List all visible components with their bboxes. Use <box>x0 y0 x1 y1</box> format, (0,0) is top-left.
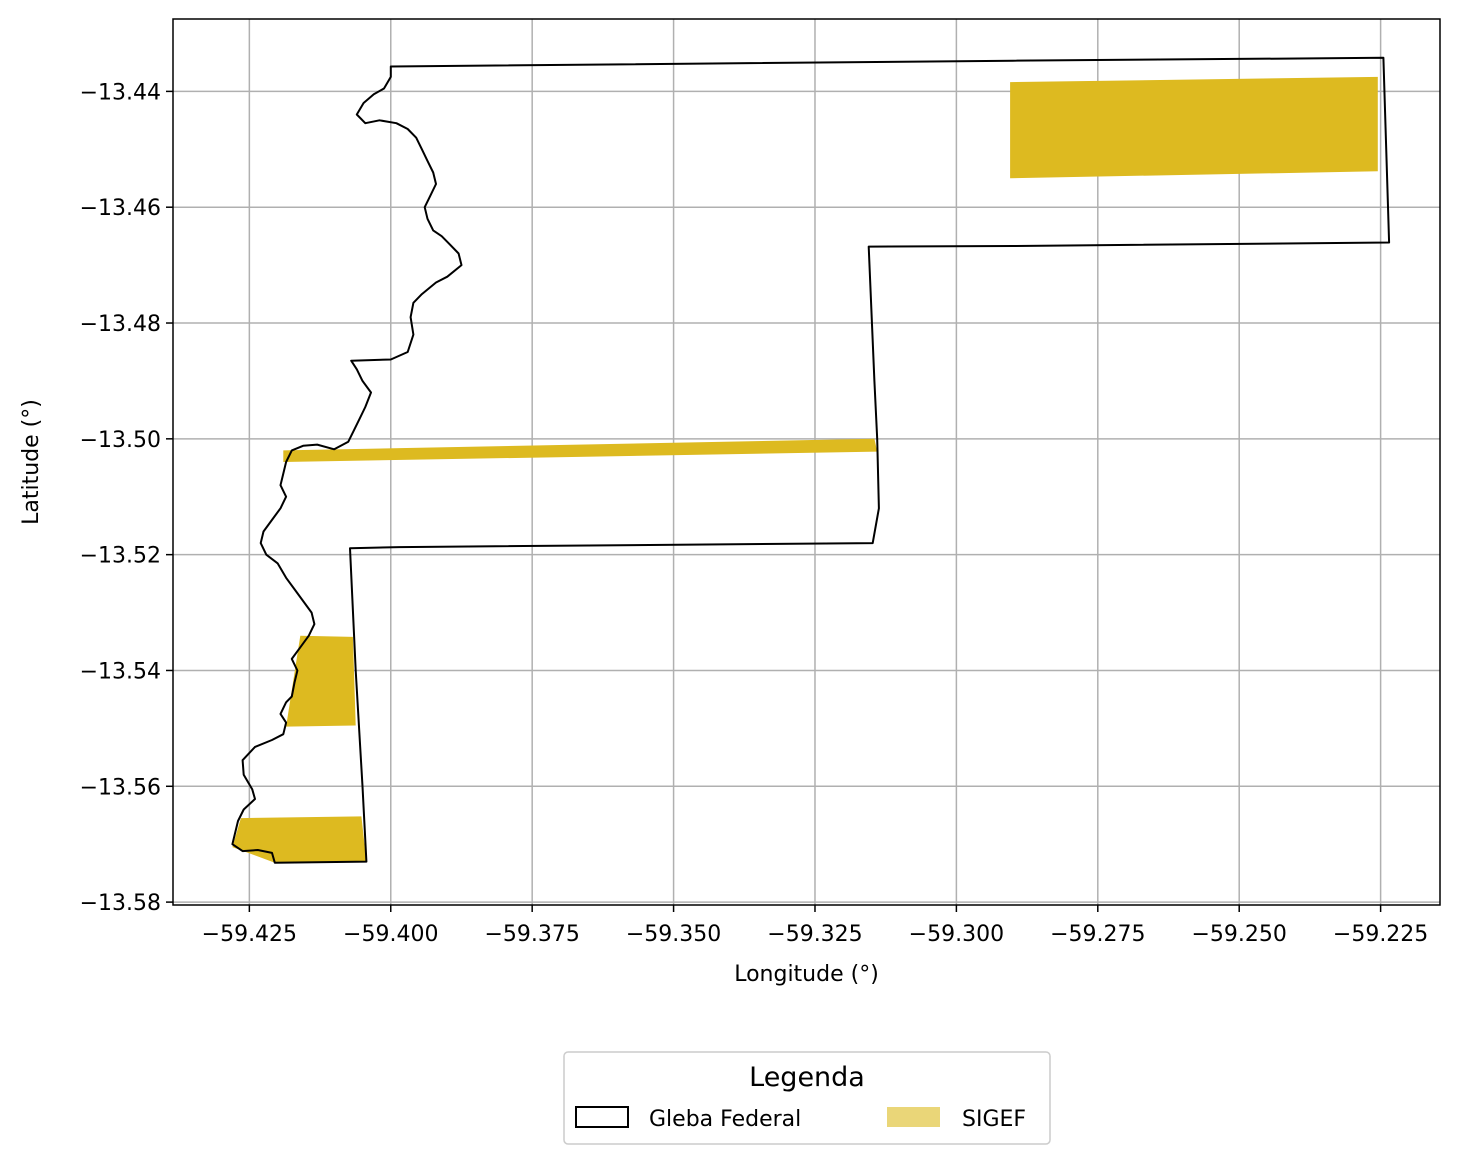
y-tick-label: −13.50 <box>80 428 161 453</box>
y-tick-label: −13.58 <box>80 891 161 916</box>
legend-label-sigef: SIGEF <box>962 1107 1026 1132</box>
sigef-parcel <box>286 635 356 727</box>
y-tick-label: −13.54 <box>80 659 161 684</box>
y-tick-label: −13.56 <box>80 775 161 800</box>
grid-lines <box>173 19 1440 905</box>
y-tick-label: −13.44 <box>80 80 161 105</box>
y-tick-label: −13.52 <box>80 544 161 569</box>
x-tick-label: −59.300 <box>909 922 1004 947</box>
y-tick-label: −13.46 <box>80 196 161 221</box>
axis-ticks: −59.425 −59.400 −59.375 −59.350 −59.325 −59.3… <box>80 80 1429 947</box>
sigef-parcel <box>283 438 878 462</box>
legend-label-gleba-federal: Gleba Federal <box>649 1107 801 1132</box>
x-axis-label: Longitude (°) <box>734 962 879 987</box>
y-tick-label: −13.48 <box>80 312 161 337</box>
x-tick-label: −59.350 <box>626 922 721 947</box>
x-tick-label: −59.400 <box>343 922 438 947</box>
map-layers <box>231 56 1391 864</box>
x-tick-label: −59.325 <box>767 922 862 947</box>
legend: Legenda Gleba Federal SIGEF <box>563 1051 1051 1145</box>
x-tick-label: −59.225 <box>1333 922 1428 947</box>
x-tick-label: −59.375 <box>484 922 579 947</box>
sigef-parcel <box>1010 76 1378 179</box>
legend-title: Legenda <box>749 1062 865 1093</box>
plot-frame <box>172 18 1441 906</box>
x-tick-label: −59.250 <box>1191 922 1286 947</box>
y-axis-label: Latitude (°) <box>19 399 44 525</box>
legend-swatch-sigef <box>887 1107 940 1127</box>
gleba-federal-boundary <box>231 56 1391 864</box>
x-tick-label: −59.275 <box>1050 922 1145 947</box>
x-tick-label: −59.425 <box>202 922 297 947</box>
legend-swatch-gleba-federal <box>575 1106 629 1128</box>
